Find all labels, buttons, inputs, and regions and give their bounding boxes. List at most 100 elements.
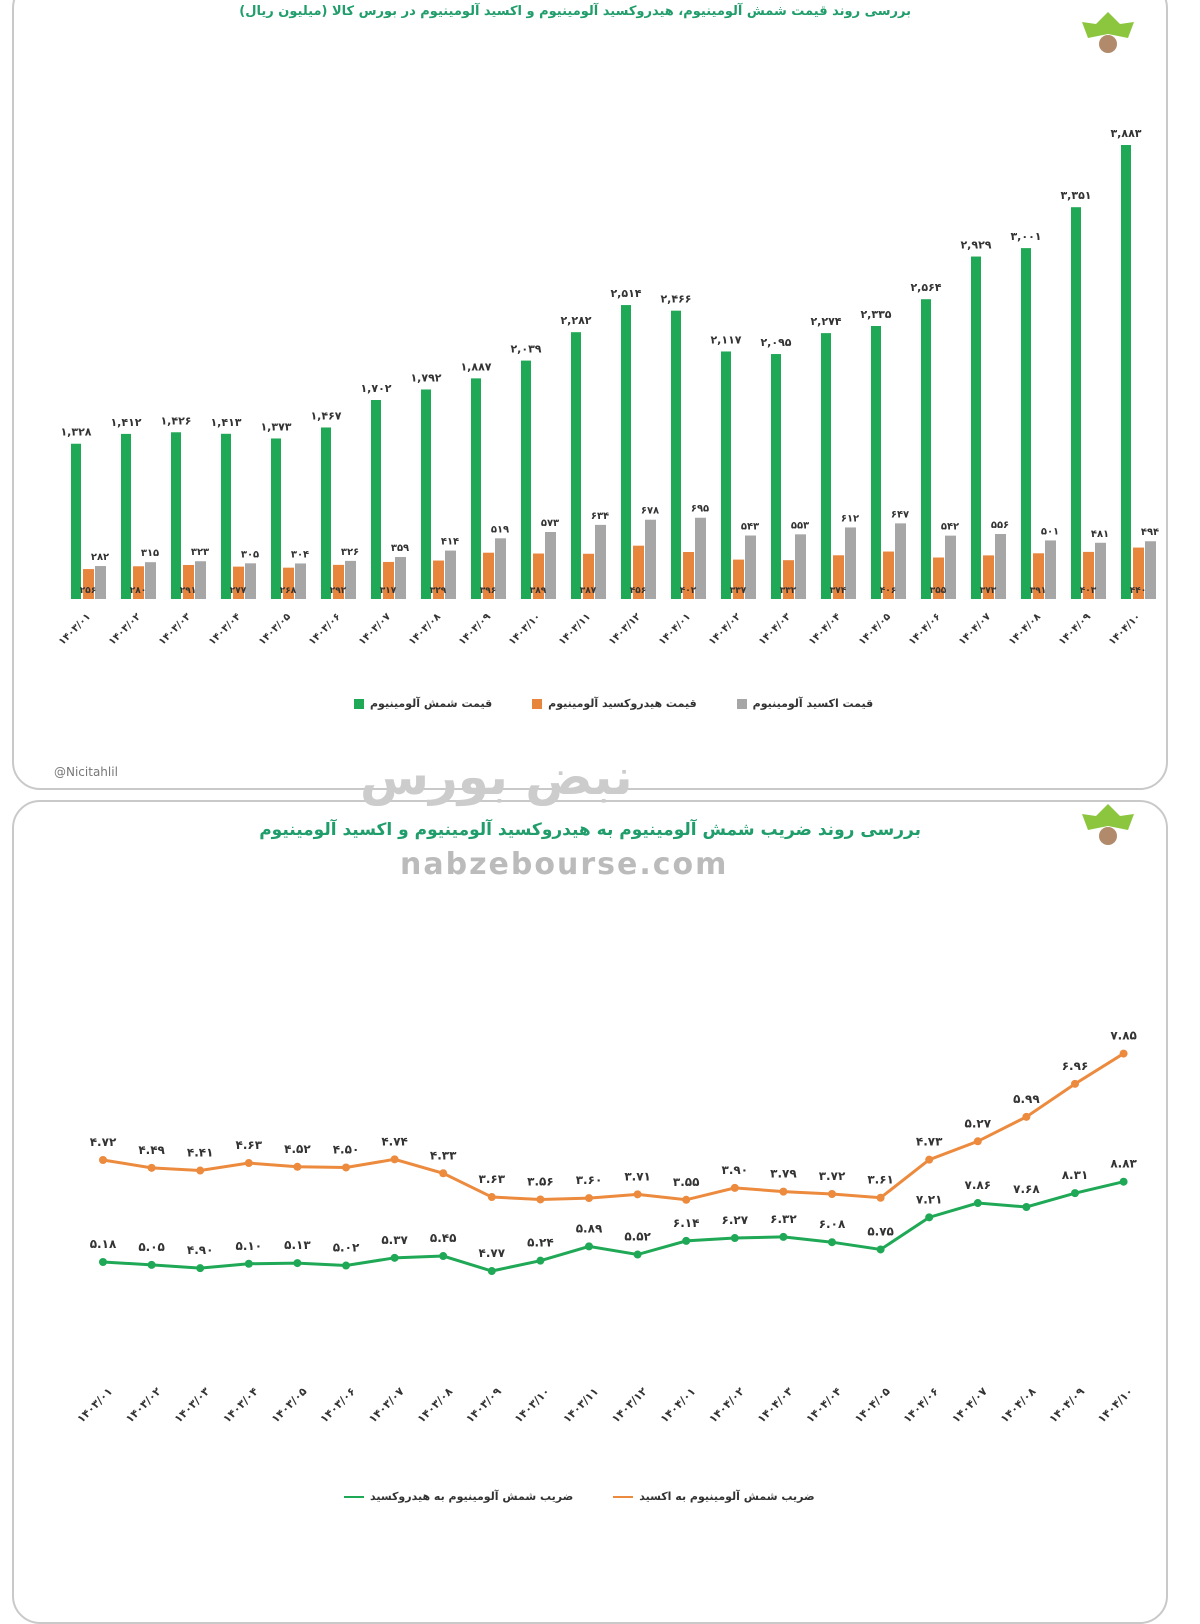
data-label: ۴.۶۳ <box>236 1138 263 1152</box>
data-point <box>244 1159 253 1168</box>
data-point <box>730 1183 739 1192</box>
price-legend: قیمت اکسید آلومینیوم قیمت هیدروکسید آلوم… <box>354 697 873 710</box>
x-tick-label: ۱۴۰۴/۰۴ <box>804 1385 845 1426</box>
x-tick-label: ۱۴۰۴/۰۹ <box>1057 611 1093 647</box>
bar-ingot <box>671 310 681 599</box>
x-tick-label: ۱۴۰۴/۰۳ <box>757 611 793 647</box>
label-hydroxide: ۳۹۱ <box>1030 586 1046 596</box>
bar-ingot <box>121 433 131 599</box>
bar-oxide <box>595 524 606 599</box>
watermark: nabzebourse.com <box>400 847 729 882</box>
x-tick-label: ۱۴۰۳/۰۳ <box>157 611 193 647</box>
x-tick-label: ۱۴۰۴/۱۰ <box>1107 611 1143 647</box>
x-tick-label: ۱۴۰۳/۰۲ <box>107 611 143 647</box>
bar-oxide <box>95 566 106 599</box>
label-hydroxide: ۴۵۶ <box>630 586 646 596</box>
data-point <box>487 1267 496 1276</box>
data-point <box>779 1232 788 1241</box>
x-tick-label: ۱۴۰۴/۰۶ <box>901 1385 942 1426</box>
bar-ingot <box>571 332 581 599</box>
bar-hydroxide <box>83 569 94 599</box>
label-oxide: ۶۷۸ <box>641 506 659 517</box>
label-ingot: ۲,۴۶۶ <box>660 293 691 306</box>
data-point <box>1119 1177 1128 1186</box>
x-tick-label: ۱۴۰۴/۰۸ <box>998 1385 1039 1426</box>
bar-ingot <box>1121 145 1131 599</box>
label-ingot: ۱,۴۱۳ <box>210 416 241 429</box>
data-point <box>293 1259 302 1268</box>
label-oxide: ۳۱۵ <box>141 548 159 559</box>
data-point <box>925 1155 934 1164</box>
data-label: ۷.۸۶ <box>965 1178 992 1192</box>
ratio-legend: ضریب شمش آلومینیوم به اکسید ضریب شمش آلو… <box>344 1490 815 1503</box>
label-oxide: ۴۱۴ <box>441 537 459 548</box>
label-ingot: ۱,۷۰۲ <box>360 382 391 395</box>
bar-ingot <box>921 299 931 599</box>
ratio-line-chart: ۴.۷۲ ۴.۴۹ ۴.۴۱ ۴.۶۳ ۴.۵۲ ۴.۵۰ ۴.۷۴ ۴.۳۳ ۳.۶۳ ۳.۵۶… <box>75 1029 1138 1426</box>
data-point <box>633 1250 642 1259</box>
x-tick-label: ۱۴۰۴/۰۵ <box>857 611 893 647</box>
data-point <box>536 1256 545 1265</box>
bar-oxide <box>945 535 956 599</box>
data-point <box>196 1166 205 1175</box>
data-label: ۴.۵۲ <box>284 1142 311 1156</box>
data-point <box>633 1190 642 1199</box>
legend-swatch <box>736 698 747 709</box>
x-tick-label: ۱۴۰۴/۰۷ <box>957 611 993 647</box>
label-oxide: ۳۲۳ <box>191 547 209 558</box>
data-point <box>876 1193 885 1202</box>
data-label: ۸.۸۳ <box>1110 1157 1137 1171</box>
bar-hydroxide <box>783 560 794 599</box>
data-label: ۶.۹۶ <box>1062 1059 1089 1073</box>
label-ingot: ۱,۸۸۷ <box>460 360 491 373</box>
legend-swatch <box>354 698 364 709</box>
label-oxide: ۶۹۵ <box>691 504 709 515</box>
label-hydroxide: ۲۹۲ <box>330 586 347 596</box>
x-tick-label: ۱۴۰۳/۱۲ <box>607 611 643 647</box>
bar-oxide <box>545 532 556 599</box>
bar-oxide <box>695 517 706 599</box>
data-point <box>682 1195 691 1204</box>
label-oxide: ۴۹۴ <box>1141 527 1159 538</box>
bar-hydroxide <box>933 557 944 599</box>
label-ingot: ۲,۰۹۵ <box>760 336 791 349</box>
data-point <box>99 1258 107 1266</box>
nici-logo-icon <box>1082 12 1134 53</box>
label-oxide: ۵۵۳ <box>791 520 809 531</box>
label-ingot: ۲,۱۱۷ <box>710 333 741 346</box>
legend-label: قیمت شمش آلومینیوم <box>370 697 493 710</box>
x-tick-label: ۱۴۰۳/۰۷ <box>357 611 393 647</box>
data-point <box>779 1187 788 1196</box>
bar-hydroxide <box>333 564 344 599</box>
data-label: ۶.۲۷ <box>722 1213 749 1227</box>
x-tick-label: ۱۴۰۴/۰۷ <box>949 1385 990 1426</box>
label-ingot: ۱,۳۲۸ <box>60 426 91 439</box>
price-chart-title: بررسی روند قیمت شمش آلومینیوم، هیدروکسید… <box>239 4 911 19</box>
bar-ingot <box>371 400 381 599</box>
data-point <box>147 1163 156 1172</box>
label-ingot: ۱,۳۷۳ <box>260 420 291 433</box>
data-point <box>1071 1189 1079 1198</box>
label-hydroxide: ۳۳۲ <box>780 586 797 596</box>
label-hydroxide: ۲۸۰ <box>130 586 146 596</box>
data-point <box>390 1253 399 1262</box>
data-point <box>439 1169 448 1178</box>
x-tick-label: ۱۴۰۳/۰۴ <box>207 611 243 647</box>
data-label: ۵.۵۲ <box>624 1230 651 1244</box>
x-tick-label: ۱۴۰۳/۰۶ <box>307 611 343 647</box>
x-tick-label: ۱۴۰۳/۱۰ <box>507 611 543 647</box>
x-tick-label: ۱۴۰۴/۰۵ <box>852 1385 893 1426</box>
label-oxide: ۶۴۷ <box>891 509 909 520</box>
bar-hydroxide <box>533 553 544 599</box>
label-hydroxide: ۳۲۹ <box>430 586 447 596</box>
label-ingot: ۱,۴۲۶ <box>160 414 191 427</box>
bar-ingot <box>271 438 281 599</box>
label-ingot: ۱,۴۱۲ <box>110 416 141 429</box>
label-hydroxide: ۳۳۷ <box>730 586 747 596</box>
label-ingot: ۲,۲۷۴ <box>810 315 841 328</box>
data-point <box>925 1213 934 1222</box>
data-label: ۴.۷۳ <box>916 1135 943 1149</box>
data-label: ۵.۰۵ <box>138 1240 165 1254</box>
legend-oxide-ratio: ضریب شمش آلومینیوم به اکسید <box>613 1490 815 1503</box>
x-tick-label: ۱۴۰۳/۰۸ <box>415 1385 456 1426</box>
